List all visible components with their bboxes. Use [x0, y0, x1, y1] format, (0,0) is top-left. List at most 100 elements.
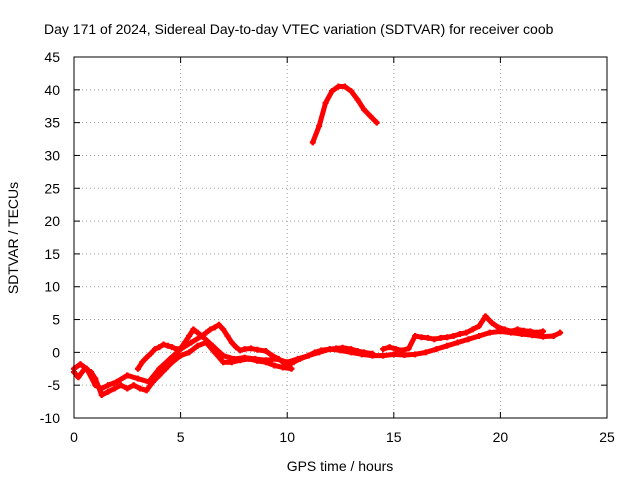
data-point	[360, 106, 367, 113]
data-point	[228, 339, 235, 346]
data-point	[77, 361, 84, 368]
y-axis-title: SDTVAR / TECUs	[5, 182, 21, 294]
data-point	[335, 83, 342, 90]
data-point	[380, 346, 387, 353]
data-point	[418, 334, 425, 341]
chart-title: Day 171 of 2024, Sidereal Day-to-day VTE…	[44, 21, 554, 37]
data-point	[373, 119, 380, 126]
data-point	[156, 372, 163, 379]
data-point	[367, 113, 374, 120]
data-point	[437, 334, 444, 341]
data-point	[540, 328, 547, 335]
y-tick-label: 40	[44, 82, 60, 98]
data-point	[211, 349, 218, 356]
data-point	[124, 385, 131, 392]
data-point	[203, 329, 210, 336]
data-point	[220, 326, 227, 333]
data-point	[198, 332, 205, 339]
data-point	[540, 333, 547, 340]
data-point	[220, 352, 227, 359]
data-point	[476, 323, 483, 330]
data-point	[105, 382, 112, 389]
data-point	[520, 327, 527, 334]
data-point	[454, 339, 461, 346]
y-tick-label: 35	[44, 115, 60, 131]
data-point	[380, 352, 387, 359]
data-point	[220, 359, 227, 366]
data-point	[412, 351, 419, 358]
data-point	[152, 346, 159, 353]
data-point	[284, 362, 291, 369]
data-point	[392, 346, 399, 353]
data-point	[211, 324, 218, 331]
data-point	[271, 362, 278, 369]
data-point	[169, 344, 176, 351]
y-tick-label: 15	[44, 246, 60, 262]
x-tick-label: 10	[279, 429, 295, 445]
x-tick-label: 20	[493, 429, 509, 445]
data-point	[399, 347, 406, 354]
data-point	[269, 352, 276, 359]
data-point	[215, 321, 222, 328]
data-point	[228, 359, 235, 366]
data-point	[318, 347, 325, 354]
data-point	[134, 375, 141, 382]
data-point	[275, 355, 282, 362]
y-tick-label: 5	[52, 312, 60, 328]
data-point	[354, 96, 361, 103]
data-point	[92, 375, 99, 382]
y-tick-label: 45	[44, 49, 60, 65]
axis-ticks: 0 5 10 15 20 25 -10 -5 0 5 10 15 20 25 30 35 40 45	[40, 49, 615, 445]
data-point	[237, 357, 244, 364]
data-point	[98, 392, 105, 399]
data-point	[194, 329, 201, 336]
series-sat-d	[380, 313, 547, 354]
data-point	[390, 351, 397, 358]
data-point	[237, 347, 244, 354]
data-point	[81, 365, 88, 372]
x-axis-title: GPS time / hours	[287, 458, 394, 474]
data-point	[550, 332, 557, 339]
data-point	[177, 345, 184, 352]
grid-lines	[74, 57, 607, 418]
data-point	[412, 332, 419, 339]
data-point	[147, 350, 154, 357]
data-point	[488, 319, 495, 326]
data-point	[245, 355, 252, 362]
data-point	[290, 359, 297, 366]
data-point	[288, 365, 295, 372]
data-point	[186, 332, 193, 339]
data-point	[328, 88, 335, 95]
data-point	[139, 359, 146, 366]
x-tick-label: 0	[70, 429, 78, 445]
data-point	[262, 359, 269, 366]
data-point	[124, 372, 131, 379]
data-point	[316, 122, 323, 129]
data-point	[203, 339, 210, 346]
data-point	[463, 329, 470, 336]
data-point	[433, 346, 440, 353]
data-point	[156, 365, 163, 372]
data-point	[405, 345, 412, 352]
data-point	[188, 339, 195, 346]
data-point	[162, 365, 169, 372]
data-point	[190, 326, 197, 333]
data-points	[71, 83, 564, 399]
data-point	[322, 99, 329, 106]
data-point	[279, 364, 286, 371]
data-point	[450, 332, 457, 339]
y-tick-label: 30	[44, 147, 60, 163]
data-point	[160, 341, 167, 348]
data-point	[105, 388, 112, 395]
series-sat-b	[71, 339, 295, 399]
data-point	[339, 344, 346, 351]
y-tick-label: 25	[44, 180, 60, 196]
data-point	[476, 332, 483, 339]
plot-frame	[73, 56, 608, 419]
data-point	[465, 336, 472, 343]
x-tick-label: 15	[386, 429, 402, 445]
data-point	[401, 351, 408, 358]
data-point	[482, 313, 489, 320]
data-point	[444, 342, 451, 349]
data-point	[143, 354, 150, 361]
